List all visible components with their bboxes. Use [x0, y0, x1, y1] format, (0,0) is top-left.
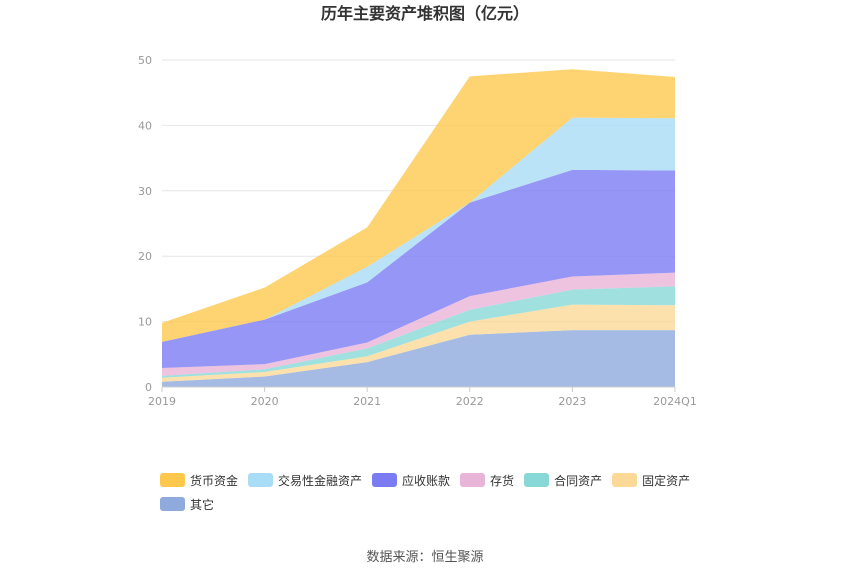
legend-swatch: [372, 473, 398, 487]
x-tick-label: 2022: [456, 395, 484, 408]
x-tick-label: 2024Q1: [653, 395, 697, 408]
axes: 0 10 20 30 40 50 2019 2020 2021 2022 2023 2024Q1: [138, 54, 697, 408]
y-tick-label: 0: [145, 381, 152, 394]
legend-label: 货币资金: [190, 473, 239, 488]
x-tick-label: 2019: [148, 395, 176, 408]
y-tick-label: 50: [138, 54, 152, 67]
legend-item[interactable]: 固定资产: [612, 472, 690, 488]
y-tick-label: 30: [138, 185, 152, 198]
legend-swatch: [460, 473, 486, 487]
legend-swatch: [248, 473, 274, 487]
legend-item[interactable]: 存货: [460, 472, 514, 488]
data-source: 数据来源：恒生聚源: [366, 550, 484, 565]
area-series-1[interactable]: [162, 304, 675, 382]
y-tick-label: 20: [138, 250, 152, 263]
legend-item[interactable]: 应收账款: [372, 472, 450, 488]
area-series-3[interactable]: [162, 272, 675, 376]
legend-label: 固定资产: [642, 473, 691, 488]
area-series-0[interactable]: [162, 330, 675, 387]
x-tick-label: 2023: [558, 395, 586, 408]
y-tick-label: 40: [138, 119, 152, 132]
legend-swatch: [160, 497, 185, 511]
legend-label: 合同资产: [554, 473, 603, 488]
legend: 货币资金 交易性金融资产 应收账款 存货 合同资产 固定资产其它: [160, 472, 720, 520]
legend-label: 应收账款: [402, 473, 451, 488]
chart-title: 历年主要资产堆积图（亿元）: [321, 4, 529, 23]
legend-label: 存货: [490, 473, 515, 488]
x-tick-label: 2021: [353, 395, 381, 408]
legend-label: 其它: [190, 497, 215, 512]
legend-item[interactable]: 交易性金融资产: [248, 472, 362, 488]
legend-item[interactable]: 其它: [160, 496, 214, 512]
area-series-2[interactable]: [162, 286, 675, 378]
legend-swatch: [524, 473, 550, 487]
area-series-5[interactable]: [162, 117, 675, 342]
legend-label: 交易性金融资产: [278, 473, 363, 488]
area-series: [162, 69, 675, 387]
legend-item[interactable]: 货币资金: [160, 472, 238, 488]
area-series-4[interactable]: [162, 169, 675, 368]
y-tick-label: 10: [138, 316, 152, 329]
legend-swatch: [612, 473, 638, 487]
legend-swatch: [160, 473, 185, 487]
area-series-6[interactable]: [162, 69, 675, 342]
legend-item[interactable]: 合同资产: [524, 472, 602, 488]
x-tick-label: 2020: [251, 395, 279, 408]
